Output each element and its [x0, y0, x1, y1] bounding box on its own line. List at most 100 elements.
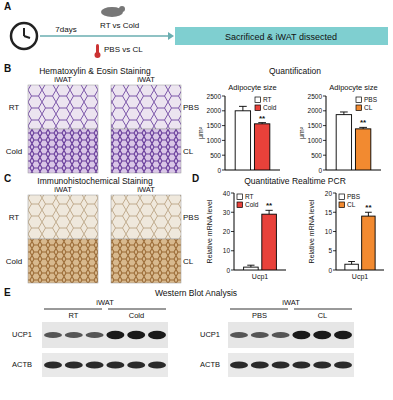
x-axis	[336, 270, 384, 271]
label: iWAT	[282, 298, 300, 307]
significance: **	[259, 114, 266, 123]
y-tick-label: 1500	[207, 122, 222, 129]
blot-band	[313, 361, 331, 368]
x-tick-label: Ucp1	[252, 273, 268, 281]
significance: **	[360, 118, 367, 127]
blot-membrane	[228, 353, 354, 377]
error-bar	[265, 210, 272, 214]
y-tick-label: 2500	[308, 93, 323, 100]
group-bracket	[294, 309, 352, 310]
label: iWAT	[137, 185, 155, 194]
chart: 010203040Relative mRNA level**Ucp1RTCold	[206, 190, 286, 282]
y-tick-label: 0	[318, 167, 322, 174]
y-axis-label: Relative mRNA level	[308, 199, 315, 263]
error-bar	[239, 106, 247, 110]
marks	[244, 210, 277, 270]
label: Sacrificed & iWAT dissected	[225, 32, 337, 42]
figure: ABCDERT vs ColdPBS vs CL7daysSacrificed …	[0, 0, 393, 400]
group-bracket	[230, 309, 288, 310]
significance: **	[365, 203, 372, 212]
label: UCP1	[200, 330, 220, 339]
blot-band	[292, 331, 310, 339]
y-tick-label: 1000	[308, 137, 323, 144]
mouse-head	[119, 6, 125, 12]
label: 7days	[55, 25, 76, 34]
micrograph	[111, 85, 181, 129]
micrograph	[28, 239, 98, 283]
label: CL	[183, 257, 194, 266]
label: UCP1	[12, 330, 32, 339]
legend-label: CL	[364, 104, 373, 111]
label: iWAT	[96, 298, 114, 307]
label: iWAT	[137, 75, 155, 84]
bar	[244, 267, 259, 270]
y-axis-label: μm²	[197, 126, 205, 139]
legend-label: CL	[347, 201, 356, 208]
y-tick-label: 0	[217, 167, 221, 174]
label: PBS	[183, 103, 199, 112]
chart-title: Adipocyte size	[228, 83, 276, 92]
y-axis-label: μm²	[298, 126, 306, 139]
micrograph	[111, 239, 181, 283]
y-axis	[234, 193, 235, 270]
legend-label: Cold	[245, 201, 259, 208]
marks	[336, 112, 371, 170]
panel-title: Western Blot Analysis	[155, 288, 237, 298]
thermometer-bulb	[95, 52, 101, 58]
y-tick-label: 10	[325, 228, 333, 235]
label: iWAT	[54, 75, 72, 84]
blot-band	[106, 331, 124, 339]
blot-band	[127, 361, 145, 368]
blot-band	[272, 332, 290, 338]
blot-band	[65, 361, 83, 368]
y-tick-label: 0	[226, 267, 230, 274]
micrograph	[28, 195, 98, 239]
micrograph	[28, 85, 98, 129]
label: RT	[9, 213, 20, 222]
y-tick-label: 2500	[207, 93, 222, 100]
blot-band	[65, 332, 83, 338]
blot-band	[230, 361, 248, 368]
marks	[235, 106, 270, 170]
panel-title: Quantitative Realtime PCR	[244, 176, 346, 186]
y-axis	[225, 96, 226, 170]
panel-letter: B	[4, 63, 11, 74]
label: ACTB	[200, 360, 220, 369]
legend-label: PBS	[347, 193, 361, 200]
y-tick-label: 500	[210, 152, 221, 159]
label: CL	[318, 311, 328, 320]
label: ACTB	[12, 360, 32, 369]
group-bracket	[108, 309, 166, 310]
label: iWAT	[54, 185, 72, 194]
panel-title: Quantification	[269, 66, 321, 76]
y-tick-label: 1000	[207, 137, 222, 144]
error-bar	[340, 112, 348, 115]
blot-band	[44, 361, 62, 368]
legend-swatch	[255, 105, 261, 111]
bar	[355, 129, 370, 170]
chart: Adipocyte size05001000150020002500μm²**R…	[197, 83, 280, 174]
blot-band	[292, 361, 310, 368]
bar	[235, 111, 250, 170]
y-tick-label: 5	[328, 247, 332, 254]
legend-label: Cold	[263, 104, 277, 111]
blot-band	[148, 331, 166, 339]
chart: 05101520Relative mRNA level**Ucp1PBSCL	[308, 190, 384, 282]
x-axis	[326, 170, 381, 171]
y-tick-label: 10	[223, 247, 231, 254]
y-axis	[336, 193, 337, 270]
y-tick-label: 20	[325, 190, 333, 197]
legend-swatch	[339, 202, 345, 208]
y-tick-label: 30	[223, 209, 231, 216]
legend-label: RT	[263, 96, 272, 103]
bar	[336, 115, 351, 170]
bar	[362, 216, 375, 270]
y-tick-label: 40	[223, 190, 231, 197]
blot-band	[251, 332, 269, 338]
blot-band	[86, 332, 104, 338]
clock-hands	[24, 28, 30, 38]
label: RT	[69, 311, 79, 320]
error-bar	[365, 212, 372, 216]
legend-swatch	[356, 97, 362, 103]
label: CL	[183, 147, 194, 156]
